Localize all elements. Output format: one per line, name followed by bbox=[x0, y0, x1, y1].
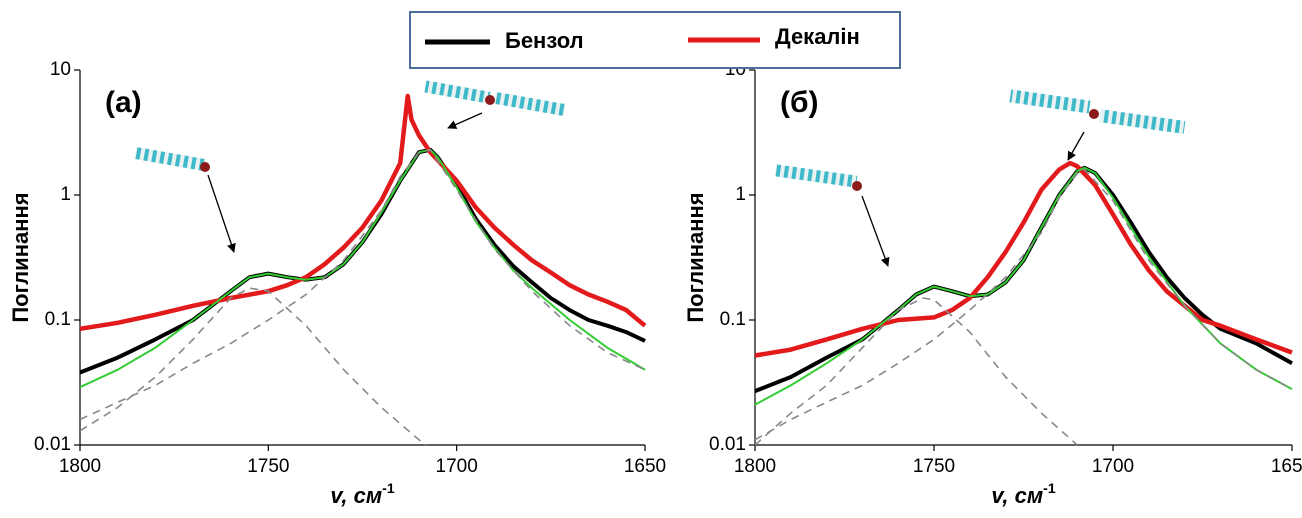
legend: Бензол Декалін bbox=[409, 11, 901, 69]
molecule-atom bbox=[200, 162, 210, 172]
x-tick-label: 1750 bbox=[247, 456, 289, 477]
panel-title: (б) bbox=[780, 86, 819, 119]
legend-box bbox=[409, 11, 901, 69]
series-line bbox=[754, 168, 1293, 441]
series-line bbox=[79, 148, 646, 389]
series-line bbox=[754, 297, 1078, 446]
x-axis-label-text: v, см bbox=[330, 483, 382, 508]
x-tick-label: 1700 bbox=[436, 456, 478, 477]
x-axis-label: v, см-1 bbox=[330, 480, 394, 508]
x-tick-label: 1700 bbox=[1092, 456, 1134, 477]
series-line bbox=[79, 147, 646, 375]
molecule-atom bbox=[1089, 109, 1099, 119]
y-axis-label: Поглинання bbox=[683, 192, 708, 322]
legend-label: Бензол bbox=[505, 28, 584, 53]
y-tick-label: 0.01 bbox=[34, 434, 71, 455]
series-line bbox=[79, 149, 646, 421]
arrow bbox=[1067, 131, 1085, 161]
molecule bbox=[134, 147, 206, 171]
arrow bbox=[861, 195, 890, 267]
x-axis-label-exponent: -1 bbox=[382, 480, 395, 496]
molecule bbox=[1099, 109, 1186, 134]
series-line bbox=[79, 287, 427, 446]
x-tick-label: 1800 bbox=[734, 456, 776, 477]
x-tick-label: 1800 bbox=[59, 456, 101, 477]
y-tick-label: 1 bbox=[735, 184, 746, 205]
molecule bbox=[774, 164, 858, 188]
y-tick-label: 1 bbox=[60, 184, 71, 205]
x-tick-label: 1650 bbox=[1271, 456, 1302, 477]
x-tick-label: 1750 bbox=[913, 456, 955, 477]
panel-title: (a) bbox=[105, 86, 142, 119]
arrow bbox=[447, 112, 483, 129]
y-tick-label: 0.1 bbox=[45, 309, 71, 330]
legend-label: Декалін bbox=[775, 24, 860, 49]
x-axis-label-text: v, см bbox=[991, 483, 1043, 508]
molecule bbox=[424, 80, 491, 104]
x-tick-label: 1650 bbox=[624, 456, 666, 477]
y-tick-label: 0.1 bbox=[720, 309, 746, 330]
y-tick-label: 0.01 bbox=[709, 434, 746, 455]
y-axis-label: Поглинання bbox=[8, 192, 33, 322]
series-line bbox=[754, 166, 1293, 406]
x-axis-label: v, см-1 bbox=[991, 480, 1055, 508]
series-line bbox=[79, 93, 647, 332]
arrow bbox=[207, 174, 236, 253]
y-tick-label: 10 bbox=[50, 59, 71, 80]
molecule bbox=[494, 92, 566, 116]
molecule-atom bbox=[485, 95, 495, 105]
molecules bbox=[134, 80, 1186, 267]
molecule bbox=[1009, 89, 1091, 114]
molecule-atom bbox=[852, 181, 862, 191]
x-axis-label-exponent: -1 bbox=[1043, 480, 1056, 496]
